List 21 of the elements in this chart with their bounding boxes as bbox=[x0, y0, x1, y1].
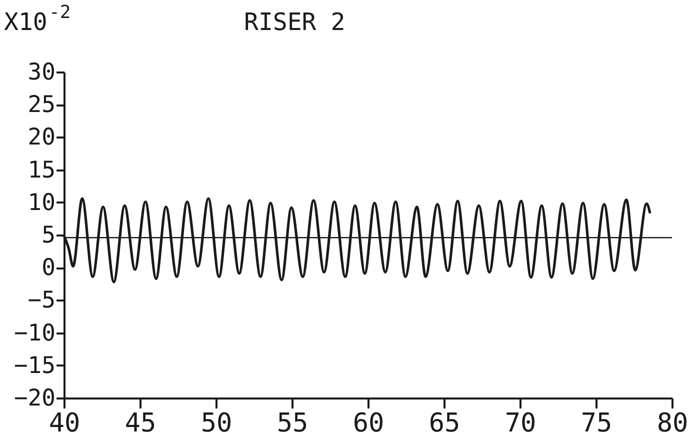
y-tick-label: 0 bbox=[42, 255, 56, 282]
x-tick-label: 70 bbox=[504, 408, 536, 438]
x-tick-label: 80 bbox=[656, 408, 688, 438]
y-tick-label: −15 bbox=[14, 352, 56, 379]
chart-title: RISER 2 bbox=[244, 8, 346, 36]
y-tick-label: 5 bbox=[42, 222, 56, 248]
y-tick-label: 20 bbox=[28, 124, 56, 151]
x-tick-label: 65 bbox=[428, 408, 460, 438]
y-tick-label: 15 bbox=[28, 157, 56, 184]
x-tick-label: 75 bbox=[580, 408, 612, 438]
x-tick-label: 40 bbox=[48, 408, 80, 438]
y-tick-label: −20 bbox=[14, 386, 56, 412]
y-tick-label: 10 bbox=[28, 190, 56, 216]
x-tick-label: 50 bbox=[200, 408, 232, 438]
x-tick-label: 45 bbox=[124, 408, 156, 438]
y-tick-label: −10 bbox=[14, 320, 56, 346]
x-tick-label: 60 bbox=[352, 408, 384, 438]
x-tick-label: 55 bbox=[276, 408, 308, 438]
y-tick-label: 25 bbox=[28, 92, 56, 118]
y-tick-label: 30 bbox=[28, 60, 56, 86]
y-tick-label: −5 bbox=[28, 288, 56, 314]
